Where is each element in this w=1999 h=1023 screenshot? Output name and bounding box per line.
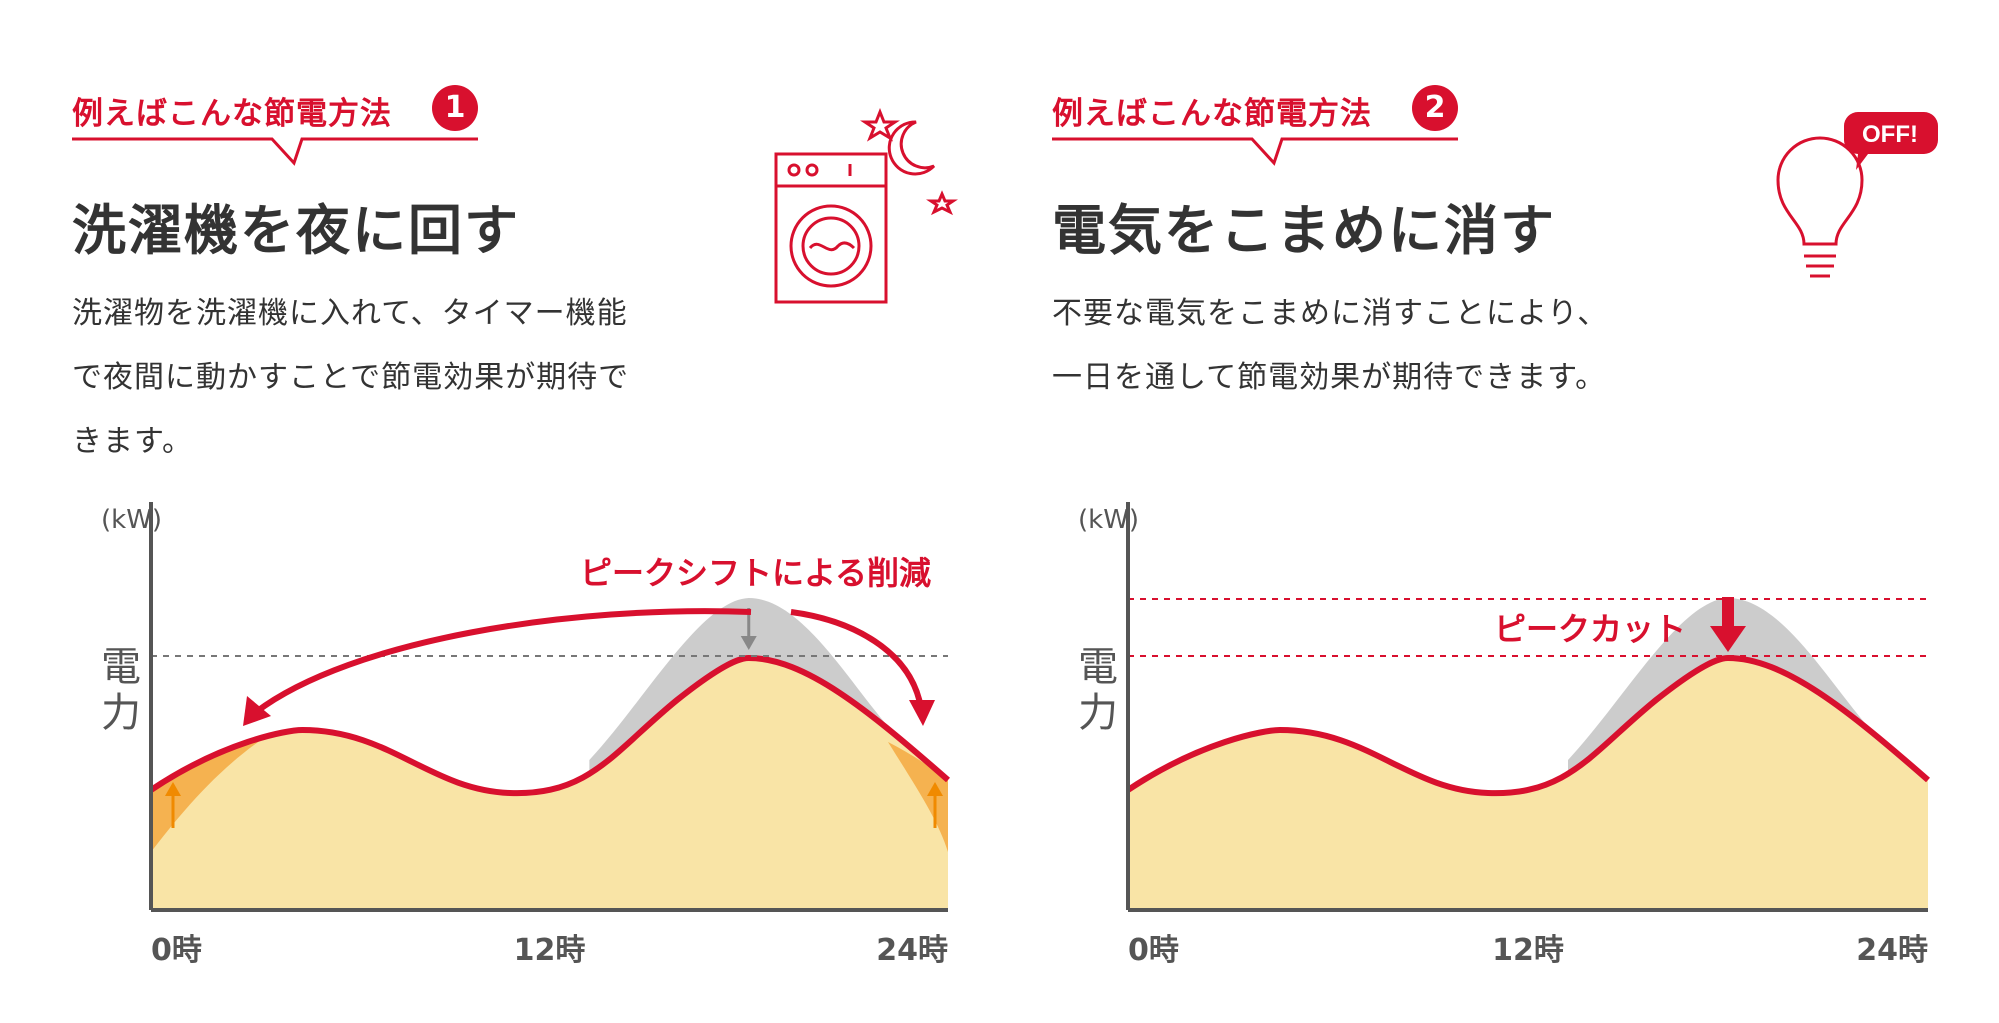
method-number-badge: 2 [1412, 85, 1458, 131]
peak-cut-label: ピークカット [1494, 610, 1686, 648]
unit-label: (kW) [101, 505, 162, 535]
x-tick-label: 12時 [514, 933, 586, 968]
shift-up-arrow-head [927, 782, 943, 796]
unit-label: (kW) [1078, 505, 1139, 535]
description: 不要な電気をこまめに消すことにより、 一日を通して節電効果が期待できます。 [1052, 282, 1752, 410]
peak-cut-arrow-head [1710, 626, 1746, 652]
peak-shift-label: ピークシフトによる削減 [580, 554, 931, 592]
method-number-badge: 1 [432, 85, 478, 131]
shift-arrow-right [790, 609, 924, 709]
x-tick-label: 12時 [1492, 933, 1564, 968]
description-line: 洗濯物を洗濯機に入れて、タイマー機能 [72, 296, 628, 331]
y-axis-label: 力 [1078, 690, 1118, 736]
x-tick-label: 0時 [151, 933, 202, 968]
shift-arrow-right-head [909, 700, 935, 726]
chart-2 [1126, 502, 1930, 912]
shift-up-arrow-head [165, 782, 181, 796]
power-demand-area [151, 658, 948, 910]
speech-underline [1052, 137, 1458, 166]
off-speech-bubble: OFF! [1844, 112, 1938, 170]
panel-light-off: 例えばこんな節電方法 2 電気をこまめに消す 不要な電気をこまめに消すことにより… [980, 0, 1960, 1023]
x-tick-label: 24時 [1856, 933, 1928, 968]
heading: 洗濯機を夜に回す [72, 199, 520, 262]
y-axis-label: 電 [1078, 644, 1118, 690]
power-demand-curve [1126, 655, 1930, 797]
y-axis-label: 力 [101, 690, 141, 736]
light-bulb-off-icon: OFF! [1776, 112, 1938, 278]
off-badge-text: OFF! [1862, 121, 1918, 148]
peak-down-arrow-head [740, 636, 757, 650]
chart-1 [149, 502, 950, 912]
description-line: 不要な電気をこまめに消すことにより、 [1052, 296, 1609, 331]
description: 洗濯物を洗濯機に入れて、タイマー機能 で夜間に動かすことで節電効果が期待で きま… [72, 282, 712, 474]
method-tag-label: 例えばこんな節電方法 [1052, 96, 1372, 132]
speech-underline [72, 137, 478, 166]
x-tick-label: 0時 [1128, 933, 1179, 968]
peak-cut-arrow [1722, 597, 1734, 631]
heading: 電気をこまめに消す [1052, 199, 1556, 262]
shift-arrow-left-head [243, 696, 271, 726]
description-line: きます。 [72, 424, 193, 459]
power-demand-curve [149, 655, 950, 797]
washing-machine-night-icon [774, 108, 958, 304]
method-tag-label: 例えばこんな節電方法 [72, 96, 392, 132]
power-demand-area [1128, 658, 1928, 910]
description-line: で夜間に動かすことで節電効果が期待で [72, 360, 630, 395]
y-axis-label: 電 [101, 644, 141, 690]
shift-arrow-left [254, 608, 752, 715]
panel-washing-machine: 例えばこんな節電方法 1 洗濯機を夜に回す 洗濯物を洗濯機に入れて、タイマー機能… [0, 0, 980, 1023]
x-tick-label: 24時 [876, 933, 948, 968]
description-line: 一日を通して節電効果が期待できます。 [1052, 360, 1607, 395]
